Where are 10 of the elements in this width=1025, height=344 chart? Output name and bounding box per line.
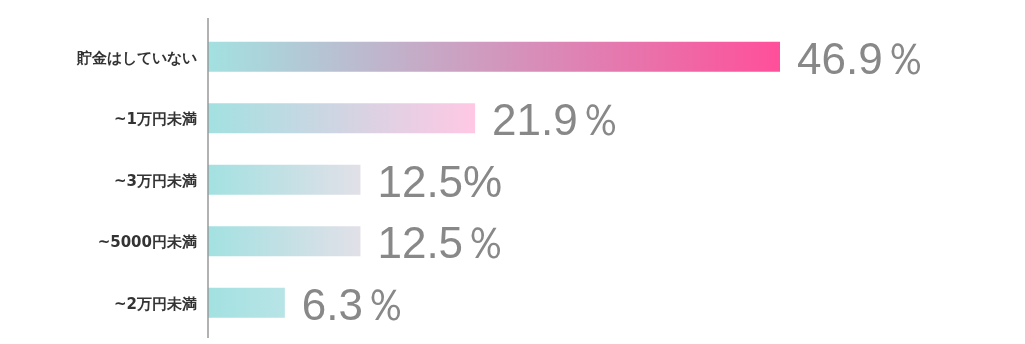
y-tick-label: ~3万円未満 xyxy=(113,171,197,190)
y-tick-label: ~5000円未満 xyxy=(97,233,197,252)
y-tick-label: ~2万円未満 xyxy=(113,294,197,313)
data-label: 12.5% xyxy=(377,156,503,206)
data-label: 6.3％ xyxy=(301,279,408,329)
data-label: 12.5％ xyxy=(377,218,508,268)
y-tick-label: ~1万円未満 xyxy=(113,110,197,129)
data-label: 21.9％ xyxy=(492,95,622,145)
y-tick-label: 貯金はしていない xyxy=(76,48,197,67)
data-label: 46.9％ xyxy=(797,33,927,83)
